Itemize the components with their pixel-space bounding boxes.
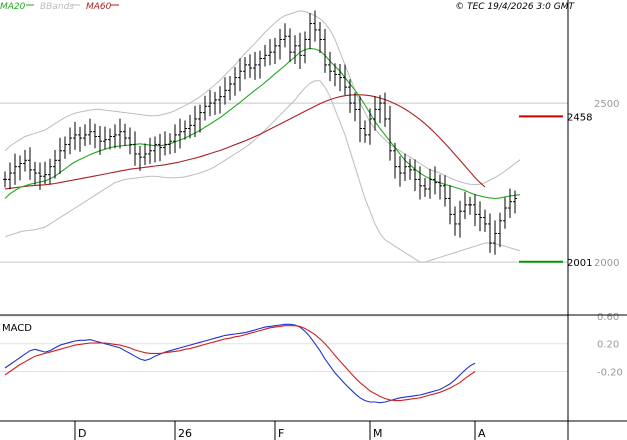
time-tick-label: D [78, 427, 86, 440]
price-tick-label: 2000 [594, 258, 619, 269]
legend-bbands-label: BBands [40, 2, 74, 12]
macd-signal-line [4, 325, 476, 402]
time-tick-label: M [373, 427, 383, 440]
ma20-line [4, 47, 521, 200]
price-bars-layer [3, 10, 517, 255]
ma60-line [4, 94, 486, 190]
grid-layer [0, 102, 568, 372]
levels-layer: 2458 2001 [519, 112, 592, 269]
macd-panel-label: MACD [2, 323, 32, 334]
time-tick-label: F [278, 427, 284, 440]
legend-ma20-label: MA20 [0, 2, 26, 12]
bbands-upper-line [4, 10, 521, 186]
macd-line [4, 323, 476, 404]
time-tick-label: A [478, 427, 486, 440]
resistance-level-label: 2458 [567, 112, 592, 123]
legend-ma60-label: MA60 [86, 2, 112, 12]
price-tick-label: 2500 [594, 99, 619, 110]
time-tick-label: 26 [178, 427, 192, 440]
macd-tick-label: 0.20 [597, 340, 619, 351]
legend: MA20 BBands MA60 [0, 2, 119, 12]
credit-text: © TEC 19/4/2026 3:0 GMT [455, 2, 575, 12]
macd-tick-label: 0.60 [597, 312, 619, 323]
support-level-label: 2001 [567, 258, 592, 269]
macd-layer [4, 323, 476, 404]
macd-tick-label: -0.20 [597, 367, 623, 378]
ma-lines-layer [4, 47, 521, 200]
